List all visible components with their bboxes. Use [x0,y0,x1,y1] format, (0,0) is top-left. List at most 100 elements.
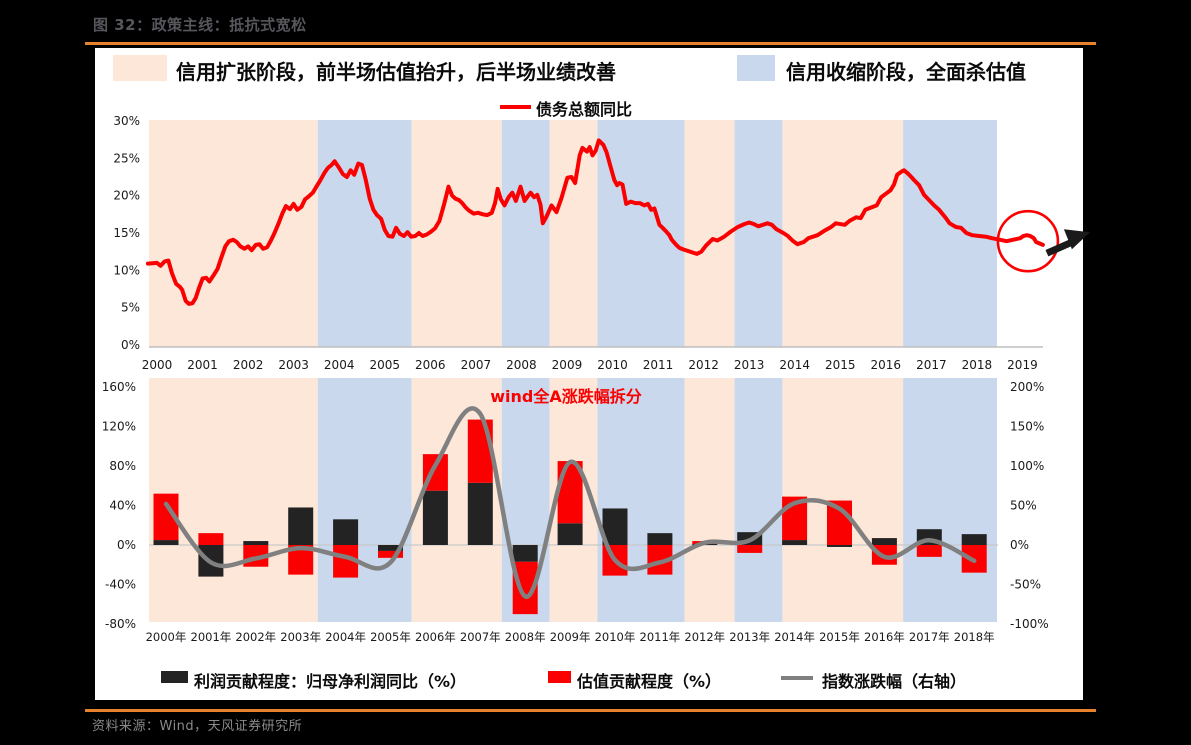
bottom-left-tick-label: 0% [117,538,136,552]
bottom-x-tick-label: 2018年 [954,630,995,644]
valuation-bar [467,419,493,483]
debt-yoy-line [145,138,1045,306]
profit-bar-swatch [161,671,188,683]
bottom-x-tick-label: 2014年 [774,630,815,644]
top-x-tick-label: 2010 [597,358,628,372]
top-x-tick-label: 2008 [506,358,537,372]
figure-title: 图 32：政策主线：抵抗式宽松 [93,16,307,34]
bottom-orange-rule [85,709,1096,712]
bottom-chart-title: wind全A涨跌幅拆分 [490,387,642,406]
annotation-arrow-head [1063,229,1090,250]
top-x-tick-label: 2009 [552,358,583,372]
top-x-tick-label: 2012 [688,358,719,372]
bottom-x-tick-label: 2017年 [909,630,950,644]
valuation-bar [378,550,403,558]
top-x-tick-label: 2000 [142,358,173,372]
profit-bar [422,490,448,545]
top-x-tick-label: 2018 [962,358,993,372]
bottom-x-tick-label: 2006年 [415,630,456,644]
bottom-x-tick-label: 2002年 [235,630,276,644]
expansion-legend-label: 信用扩张阶段，前半场估值抬升，后半场业绩改善 [176,60,616,84]
debt-line-legend-label: 债务总额同比 [536,100,633,119]
top-x-tick-label: 2007 [461,358,492,372]
profit-legend-label: 利润贡献程度：归母净利润同比（%） [194,672,467,691]
source-note: 资料来源：Wind，天风证券研究所 [92,719,303,734]
expansion-band [149,120,318,347]
bottom-right-tick-label: -100% [1010,617,1049,631]
index-line-legend-dash [781,676,813,680]
bottom-right-tick-label: -50% [1010,578,1041,592]
top-y-tick-label: 25% [113,151,140,165]
contraction-band [734,120,783,347]
profit-bar [961,534,987,545]
bottom-x-tick-label: 2012年 [684,630,725,644]
profit-bar [647,533,673,545]
profit-bar [333,519,359,545]
contraction-legend-label: 信用收缩阶段，全面杀估值 [786,60,1026,84]
contraction-band [734,378,783,622]
bottom-right-tick-label: 0% [1010,538,1029,552]
bottom-left-tick-label: 160% [102,380,136,394]
bottom-x-tick-label: 2016年 [864,630,905,644]
index-legend-label: 指数涨跌幅（右轴） [822,672,967,691]
top-y-tick-label: 10% [113,263,140,277]
profit-bar [378,545,403,551]
expansion-band [549,120,598,347]
contraction-band [317,378,412,622]
profit-bar [467,482,493,545]
bottom-x-tick-label: 2008年 [505,630,546,644]
top-x-tick-label: 2015 [825,358,856,372]
profit-bar [557,523,583,545]
contraction-band-swatch [737,55,775,81]
bottom-x-tick-label: 2001年 [191,630,232,644]
top-orange-rule [85,42,1096,45]
profit-bar [153,540,179,545]
bottom-right-tick-label: 150% [1010,420,1044,434]
bottom-left-tick-label: 80% [109,459,136,473]
top-x-tick-label: 2014 [779,358,810,372]
bottom-x-tick-label: 2005年 [370,630,411,644]
index-change-line [163,406,977,599]
top-y-tick-label: 20% [113,189,140,203]
valuation-bar [737,545,763,553]
profit-bar [782,540,808,545]
bottom-x-tick-label: 2015年 [819,630,860,644]
debt-line-legend-dash [500,105,531,109]
expansion-band-swatch [113,55,167,81]
top-x-tick-label: 2011 [643,358,674,372]
bottom-x-tick-label: 2007年 [460,630,501,644]
profit-bar [827,545,852,547]
top-y-tick-label: 30% [113,114,140,128]
bottom-x-tick-label: 2004年 [325,630,366,644]
highlight-circle [996,209,1060,273]
top-x-tick-label: 2003 [278,358,309,372]
contraction-band [903,378,997,622]
profit-bar [512,545,538,562]
top-y-tick-label: 5% [121,301,140,315]
profit-bar [871,538,897,545]
contraction-band [903,120,997,347]
top-y-tick-label: 0% [121,338,140,352]
expansion-band [684,378,735,622]
contraction-band [317,120,412,347]
annotation-arrow-shaft [1045,239,1074,257]
bottom-x-tick-label: 2009年 [550,630,591,644]
bottom-x-tick-label: 2013年 [729,630,770,644]
expansion-band [782,120,904,347]
top-y-tick-label: 15% [113,226,140,240]
profit-bar [243,541,269,545]
bottom-x-tick-label: 2010年 [595,630,636,644]
top-x-tick-label: 2001 [187,358,218,372]
bottom-right-tick-label: 50% [1010,499,1037,513]
bottom-left-tick-label: 40% [109,499,136,513]
contraction-band [597,378,685,622]
top-x-tick-label: 2019 [1007,358,1038,372]
bottom-right-tick-label: 200% [1010,380,1044,394]
top-x-tick-label: 2016 [871,358,902,372]
contraction-band [501,120,550,347]
valuation-bar [198,533,224,545]
top-x-tick-label: 2013 [734,358,765,372]
bottom-x-tick-label: 2000年 [146,630,187,644]
top-x-tick-label: 2017 [916,358,947,372]
